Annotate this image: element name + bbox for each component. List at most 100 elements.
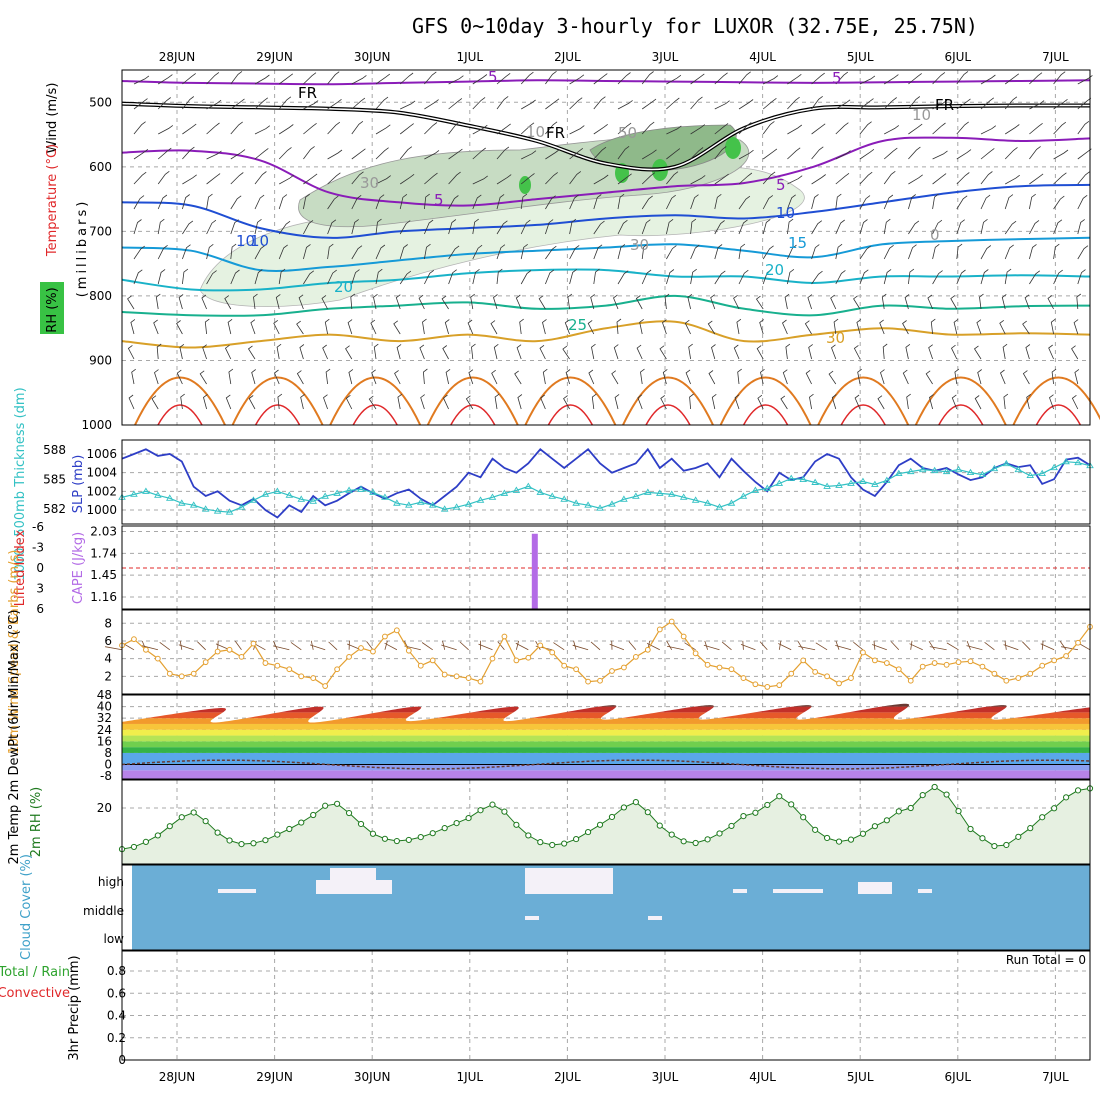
wind-speed-marker bbox=[429, 657, 436, 664]
series-wind-speed bbox=[121, 620, 1091, 688]
wind-barb bbox=[635, 295, 643, 310]
wind-barb bbox=[202, 344, 207, 360]
wind-barb bbox=[278, 147, 292, 160]
wind-speed-marker bbox=[453, 673, 460, 680]
wind-barb bbox=[468, 369, 474, 385]
wind-speed-marker bbox=[525, 654, 532, 661]
rh-area bbox=[122, 787, 1090, 864]
wind-barb bbox=[545, 149, 560, 160]
rh-marker bbox=[513, 821, 520, 828]
wind-barb bbox=[1053, 149, 1069, 160]
wind-barb bbox=[690, 124, 706, 135]
wind-barb bbox=[593, 96, 606, 110]
wind-barb bbox=[467, 319, 474, 335]
isotherm-40-arch bbox=[1035, 404, 1082, 426]
wind-speed-marker bbox=[417, 662, 424, 669]
wind-barb bbox=[204, 318, 210, 335]
wind-barb bbox=[491, 369, 498, 385]
wind-barb bbox=[230, 98, 245, 110]
pressure-tick-label: 900 bbox=[89, 353, 112, 367]
thickness-marker bbox=[739, 492, 748, 499]
wind-barb bbox=[714, 146, 727, 160]
isotherm-line bbox=[121, 79, 1091, 86]
wind-tick-label: 4 bbox=[104, 652, 112, 666]
contour-label: 20 bbox=[765, 261, 784, 279]
date-label-top: 6JUL bbox=[944, 50, 971, 64]
wind-barb bbox=[399, 123, 414, 135]
thickness-marker bbox=[154, 491, 162, 498]
wind-speed-marker bbox=[537, 642, 544, 649]
wind-barb bbox=[956, 195, 968, 210]
thickness-marker bbox=[357, 485, 365, 492]
thickness-marker bbox=[787, 474, 796, 481]
cloud-block bbox=[218, 889, 256, 893]
wind-speed-marker bbox=[513, 657, 520, 664]
contour-label: 20 bbox=[334, 278, 353, 296]
wind-barb bbox=[614, 394, 620, 410]
wind-barb bbox=[157, 97, 171, 110]
wind-barb bbox=[902, 320, 909, 335]
rh-marker bbox=[800, 814, 807, 821]
wind-barb bbox=[617, 193, 625, 210]
wind-barb bbox=[787, 73, 802, 85]
wind-barb bbox=[811, 244, 820, 260]
wind-speed-marker bbox=[824, 673, 830, 680]
wind-speed-marker bbox=[764, 684, 771, 690]
isotherm-40-arch bbox=[938, 404, 984, 426]
wind-barb bbox=[303, 173, 318, 185]
rh-marker bbox=[907, 804, 914, 812]
wind-barb bbox=[613, 344, 619, 360]
wind-barb bbox=[593, 244, 603, 260]
thickness-marker bbox=[727, 499, 736, 506]
wind-barb bbox=[375, 147, 389, 160]
thickness-marker bbox=[703, 499, 712, 506]
thickness-marker bbox=[177, 499, 186, 506]
wind-barb bbox=[545, 245, 557, 260]
isotherm-line bbox=[121, 236, 1091, 272]
wind-barb bbox=[1004, 220, 1017, 235]
dewpoint-line bbox=[121, 759, 1091, 770]
wind-speed-marker bbox=[214, 648, 221, 655]
rh-marker bbox=[991, 842, 998, 850]
surface-wind-barb bbox=[835, 640, 840, 650]
wind-barb bbox=[690, 268, 697, 285]
wind-barb bbox=[494, 393, 500, 410]
rh-tick-label: 20 bbox=[97, 801, 112, 815]
wind-barb bbox=[811, 146, 824, 160]
surface-wind-barb bbox=[572, 644, 589, 651]
contour-label: 0 bbox=[930, 226, 940, 244]
thickness-marker bbox=[966, 468, 975, 476]
thickness-marker bbox=[799, 475, 807, 482]
wind-barb bbox=[956, 149, 972, 160]
wind-barb bbox=[303, 220, 314, 235]
wind-barb bbox=[254, 171, 267, 185]
wind-barb bbox=[564, 319, 570, 335]
rh-marker bbox=[417, 834, 424, 841]
thickness-marker bbox=[1026, 471, 1035, 479]
wind-barb bbox=[278, 268, 286, 285]
rh-marker bbox=[859, 830, 867, 837]
wind-barb bbox=[757, 394, 764, 410]
wind-speed-marker bbox=[680, 633, 687, 640]
wind-barb bbox=[296, 370, 304, 385]
thickness-marker bbox=[667, 490, 676, 497]
wind-barb bbox=[784, 293, 790, 310]
wind-barb bbox=[738, 99, 754, 110]
wind-barb bbox=[1029, 146, 1041, 160]
wind-barb bbox=[395, 294, 401, 310]
wind-barb bbox=[714, 123, 729, 135]
thickness-marker bbox=[990, 464, 999, 472]
wind-barb bbox=[227, 318, 233, 335]
wind-barb bbox=[690, 73, 705, 85]
wind-barb bbox=[368, 395, 377, 410]
wind-barb bbox=[569, 171, 582, 185]
surface-wind-barb bbox=[646, 643, 660, 651]
lifted-index-tick: 0 bbox=[36, 561, 44, 575]
wind-barb bbox=[375, 244, 386, 260]
rh-marker bbox=[692, 839, 699, 847]
temp-tick-label: 40 bbox=[97, 700, 112, 714]
wind-barb bbox=[131, 368, 136, 385]
thickness-marker bbox=[261, 490, 270, 497]
date-label-top: 28JUN bbox=[159, 50, 196, 64]
wind-barb bbox=[472, 175, 488, 185]
